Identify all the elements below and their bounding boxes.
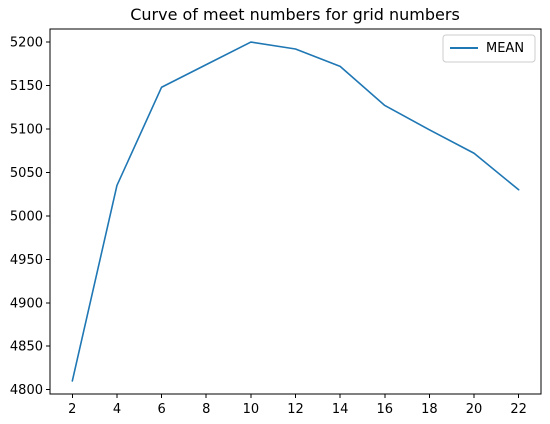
legend: MEAN xyxy=(442,34,536,63)
x-tick-label: 18 xyxy=(421,402,438,417)
y-tick-label: 5150 xyxy=(10,79,43,94)
y-tick-label: 4950 xyxy=(10,253,43,268)
y-axis: 4800 4850 4900 4950 5000 5050 5100 5150 5200 xyxy=(10,36,50,398)
series-layer xyxy=(71,41,520,382)
x-tick-label: 4 xyxy=(113,402,121,417)
x-tick-label: 12 xyxy=(287,402,304,417)
y-tick-label: 5000 xyxy=(10,209,43,224)
x-tick-label: 10 xyxy=(243,402,260,417)
x-axis: 2 4 6 8 10 12 14 16 18 20 22 xyxy=(68,394,527,417)
x-tick-label: 8 xyxy=(202,402,210,417)
legend-label-mean: MEAN xyxy=(486,41,524,56)
x-tick-label: 16 xyxy=(376,402,393,417)
y-tick-label: 5200 xyxy=(10,36,43,51)
x-tick-label: 2 xyxy=(68,402,76,417)
series-line-mean xyxy=(71,41,520,382)
y-tick-label: 5050 xyxy=(10,166,43,181)
plot-frame xyxy=(49,28,542,395)
y-tick-label: 4850 xyxy=(10,340,43,355)
y-tick-label: 5100 xyxy=(10,122,43,137)
y-tick-label: 4800 xyxy=(10,383,43,398)
x-tick-label: 22 xyxy=(510,402,527,417)
legend-box xyxy=(442,34,536,63)
x-tick-label: 6 xyxy=(157,402,165,417)
y-tick-label: 4900 xyxy=(10,296,43,311)
chart-title: Curve of meet numbers for grid numbers xyxy=(130,5,460,24)
x-tick-label: 14 xyxy=(332,402,349,417)
x-tick-label: 20 xyxy=(466,402,483,417)
